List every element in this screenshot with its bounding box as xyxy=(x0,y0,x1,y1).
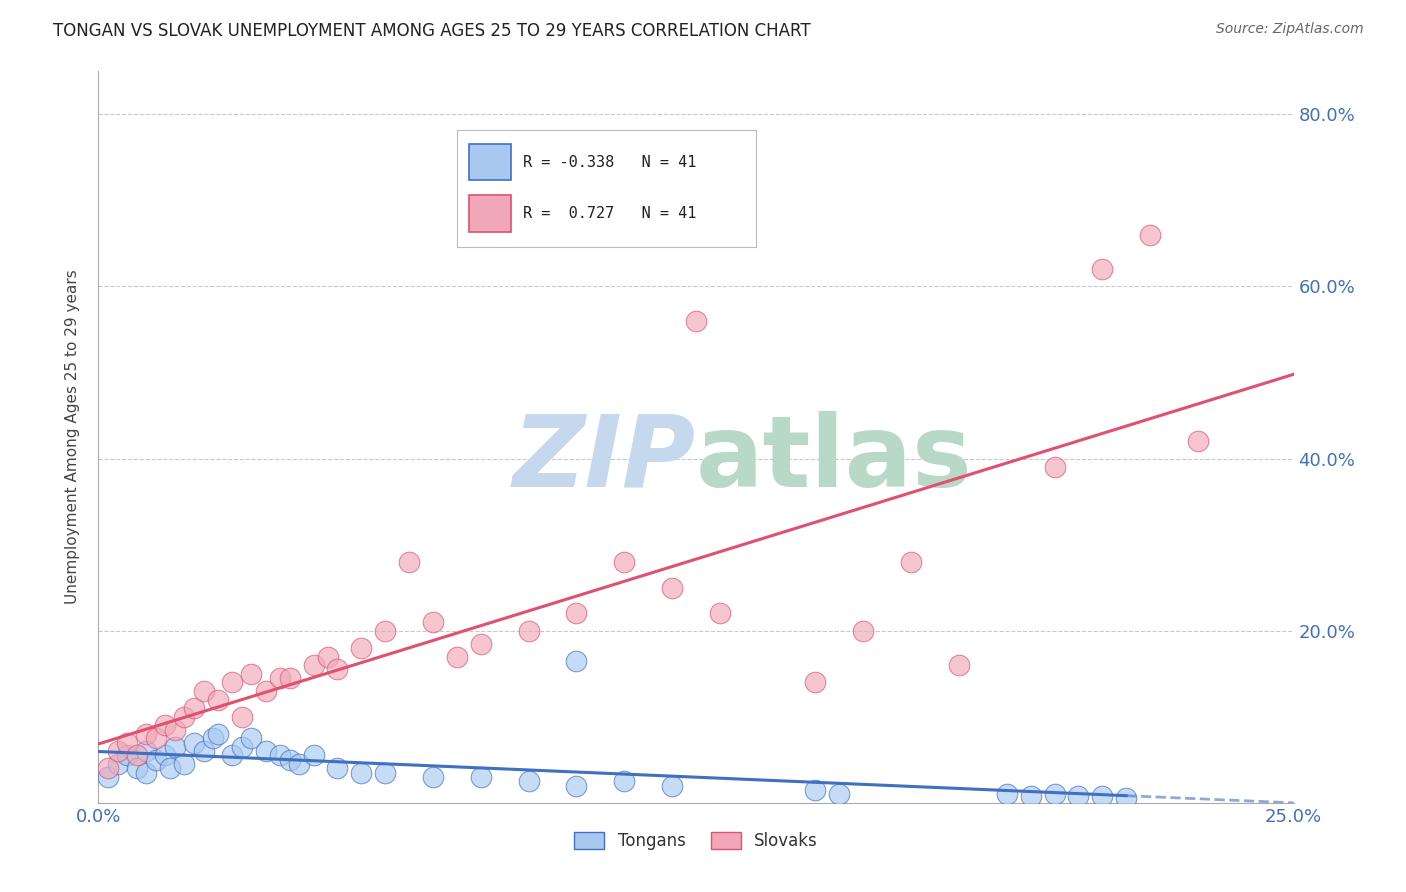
Point xyxy=(316,649,339,664)
Text: TONGAN VS SLOVAK UNEMPLOYMENT AMONG AGES 25 TO 29 YEARS CORRELATION CHART: TONGAN VS SLOVAK UNEMPLOYMENT AMONG AGES… xyxy=(53,22,811,40)
Point xyxy=(1091,262,1114,277)
Point xyxy=(1019,789,1042,803)
Point xyxy=(350,640,373,655)
Point xyxy=(661,581,683,595)
Point xyxy=(107,757,129,772)
Point xyxy=(145,731,167,746)
Point xyxy=(207,727,229,741)
Point xyxy=(1043,460,1066,475)
Point xyxy=(1115,791,1137,805)
Point xyxy=(145,753,167,767)
Point xyxy=(135,727,157,741)
Point xyxy=(900,555,922,569)
Text: Source: ZipAtlas.com: Source: ZipAtlas.com xyxy=(1216,22,1364,37)
Point xyxy=(135,765,157,780)
Point xyxy=(254,684,277,698)
Point xyxy=(159,761,181,775)
Point xyxy=(97,761,120,775)
Point xyxy=(565,779,588,793)
Point xyxy=(470,637,492,651)
Point xyxy=(613,774,636,789)
Point xyxy=(202,731,225,746)
Y-axis label: Unemployment Among Ages 25 to 29 years: Unemployment Among Ages 25 to 29 years xyxy=(65,269,80,605)
Point xyxy=(828,787,851,801)
Point xyxy=(1139,227,1161,242)
Point xyxy=(115,735,138,749)
Point xyxy=(661,779,683,793)
Point xyxy=(221,748,243,763)
Point xyxy=(125,761,148,775)
Point xyxy=(470,770,492,784)
Point xyxy=(115,748,138,763)
Point xyxy=(125,748,148,763)
Point xyxy=(374,765,396,780)
Point xyxy=(193,744,215,758)
Point xyxy=(374,624,396,638)
Point xyxy=(1187,434,1209,449)
Point xyxy=(135,744,157,758)
Point xyxy=(240,731,263,746)
Point xyxy=(302,658,325,673)
Point xyxy=(948,658,970,673)
Point xyxy=(350,765,373,780)
Point xyxy=(1091,789,1114,803)
Point xyxy=(398,555,420,569)
Point xyxy=(685,314,707,328)
Point xyxy=(565,607,588,621)
Legend: Tongans, Slovaks: Tongans, Slovaks xyxy=(568,825,824,856)
Point xyxy=(254,744,277,758)
Point xyxy=(565,654,588,668)
Point xyxy=(155,718,177,732)
Point xyxy=(107,744,129,758)
Point xyxy=(163,723,186,737)
Point xyxy=(517,624,540,638)
Point xyxy=(995,787,1018,801)
Point xyxy=(231,710,253,724)
Point xyxy=(1043,787,1066,801)
Point xyxy=(422,770,444,784)
Point xyxy=(173,710,195,724)
Point xyxy=(173,757,195,772)
Point xyxy=(155,748,177,763)
Point xyxy=(446,649,468,664)
Point xyxy=(852,624,875,638)
Point xyxy=(269,748,291,763)
Text: ZIP: ZIP xyxy=(513,410,696,508)
Point xyxy=(231,739,253,754)
Point xyxy=(97,770,120,784)
Point xyxy=(302,748,325,763)
Point xyxy=(709,607,731,621)
Point xyxy=(517,774,540,789)
Point xyxy=(278,753,301,767)
Point xyxy=(221,675,243,690)
Point xyxy=(804,675,827,690)
Point xyxy=(240,666,263,681)
Text: atlas: atlas xyxy=(696,410,973,508)
Point xyxy=(183,701,205,715)
Point xyxy=(193,684,215,698)
Point xyxy=(278,671,301,685)
Point xyxy=(326,761,349,775)
Point xyxy=(613,555,636,569)
Point xyxy=(183,735,205,749)
Point xyxy=(207,692,229,706)
Point xyxy=(422,615,444,629)
Point xyxy=(804,783,827,797)
Point xyxy=(163,739,186,754)
Point xyxy=(288,757,311,772)
Point xyxy=(1067,789,1090,803)
Point xyxy=(326,662,349,676)
Point xyxy=(269,671,291,685)
